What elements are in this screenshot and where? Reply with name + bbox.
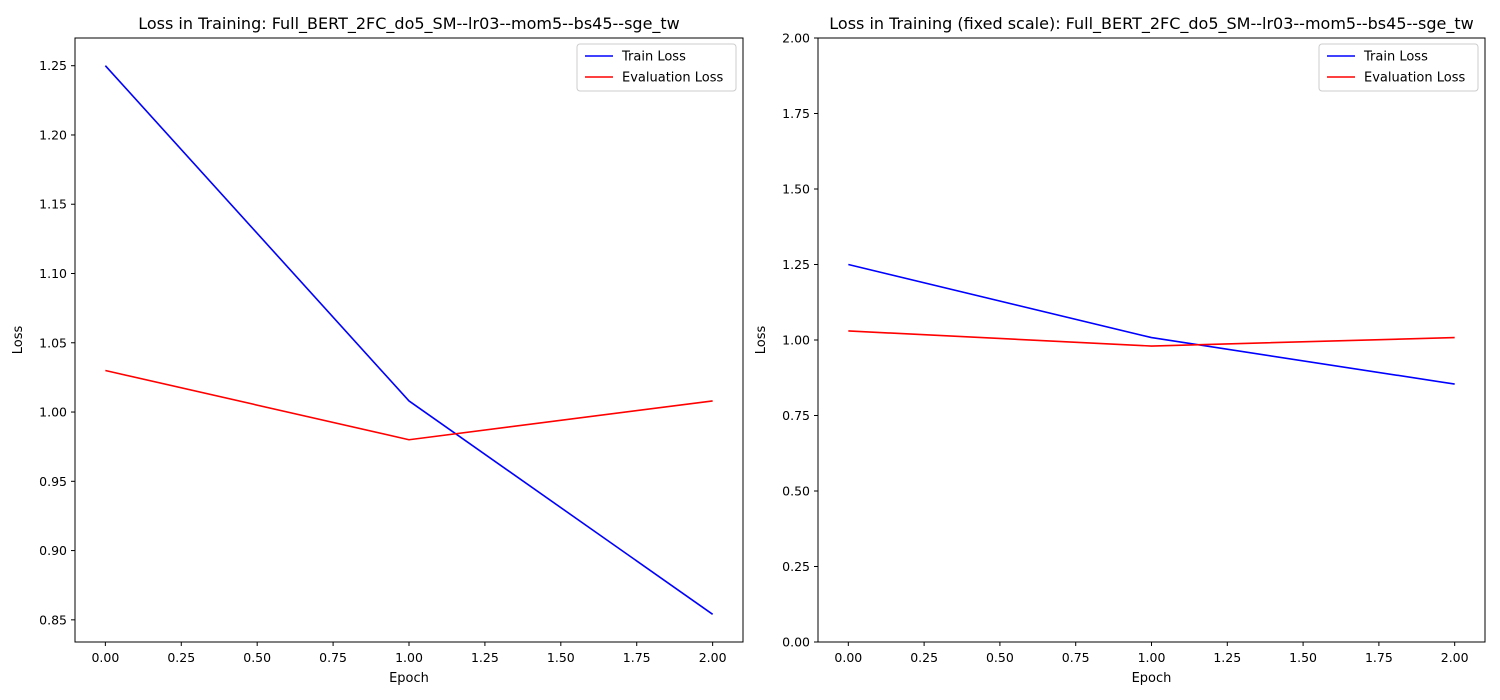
y-tick-label: 1.00 xyxy=(39,405,67,420)
subplot-1: Loss in Training: Full_BERT_2FC_do5_SM--… xyxy=(11,14,744,686)
y-axis-label: Loss xyxy=(11,326,26,355)
series-line-train-loss xyxy=(104,65,714,615)
y-tick-label: 0.75 xyxy=(782,408,810,423)
x-tick-label: 1.00 xyxy=(1138,650,1166,665)
legend-label: Evaluation Loss xyxy=(1364,71,1465,86)
axes-frame xyxy=(74,37,744,643)
y-tick-label: 1.25 xyxy=(782,257,810,272)
legend-box xyxy=(576,43,737,92)
y-axis-label: Loss xyxy=(754,326,769,355)
series-line-evaluation-loss xyxy=(848,330,1455,347)
subplot-2: Loss in Training (fixed scale): Full_BER… xyxy=(754,14,1486,686)
x-tick-label: 0.25 xyxy=(167,650,195,665)
x-axis-label: Epoch xyxy=(1132,671,1172,686)
x-tick-label: 0.50 xyxy=(986,650,1014,665)
x-tick-label: 1.50 xyxy=(1289,650,1317,665)
chart-title: Loss in Training (fixed scale): Full_BER… xyxy=(829,14,1473,34)
y-tick-label: 1.10 xyxy=(39,266,67,281)
y-tick-label: 0.00 xyxy=(782,635,810,650)
y-tick-label: 0.90 xyxy=(39,543,67,558)
y-tick-label: 1.00 xyxy=(782,333,810,348)
y-tick-label: 0.50 xyxy=(782,484,810,499)
x-tick-label: 2.00 xyxy=(699,650,727,665)
series-line-evaluation-loss xyxy=(105,369,713,441)
y-tick-label: 1.25 xyxy=(39,58,67,73)
y-tick-label: 2.00 xyxy=(782,31,810,46)
x-tick-label: 0.00 xyxy=(834,650,862,665)
y-tick-label: 0.25 xyxy=(782,559,810,574)
legend-label: Evaluation Loss xyxy=(622,71,723,86)
legend-label: Train Loss xyxy=(621,50,686,65)
x-axis-label: Epoch xyxy=(389,671,429,686)
y-tick-label: 1.05 xyxy=(39,335,67,350)
x-tick-label: 1.00 xyxy=(395,650,423,665)
y-tick-label: 1.15 xyxy=(39,197,67,212)
y-tick-label: 0.85 xyxy=(39,612,67,627)
series-group xyxy=(848,263,1455,385)
x-tick-label: 0.25 xyxy=(910,650,938,665)
x-tick-label: 1.25 xyxy=(1213,650,1241,665)
x-tick-label: 1.25 xyxy=(471,650,499,665)
x-tick-label: 1.75 xyxy=(623,650,651,665)
y-tick-label: 1.50 xyxy=(782,182,810,197)
x-tick-label: 2.00 xyxy=(1441,650,1469,665)
legend: Train Loss Evaluation Loss xyxy=(1318,43,1479,92)
series-line-train-loss xyxy=(848,263,1455,385)
y-tick-label: 1.75 xyxy=(782,106,810,121)
chart-title: Loss in Training: Full_BERT_2FC_do5_SM--… xyxy=(138,14,680,34)
y-tick-label: 1.20 xyxy=(39,127,67,142)
series-group xyxy=(104,65,714,615)
legend-box xyxy=(1318,43,1479,92)
x-tick-label: 1.75 xyxy=(1365,650,1393,665)
y-tick-label: 0.95 xyxy=(39,474,67,489)
x-tick-label: 0.75 xyxy=(319,650,347,665)
legend-label: Train Loss xyxy=(1363,50,1428,65)
x-tick-label: 0.00 xyxy=(91,650,119,665)
legend: Train Loss Evaluation Loss xyxy=(576,43,737,92)
x-tick-label: 1.50 xyxy=(547,650,575,665)
x-tick-label: 0.50 xyxy=(243,650,271,665)
x-tick-label: 0.75 xyxy=(1062,650,1090,665)
